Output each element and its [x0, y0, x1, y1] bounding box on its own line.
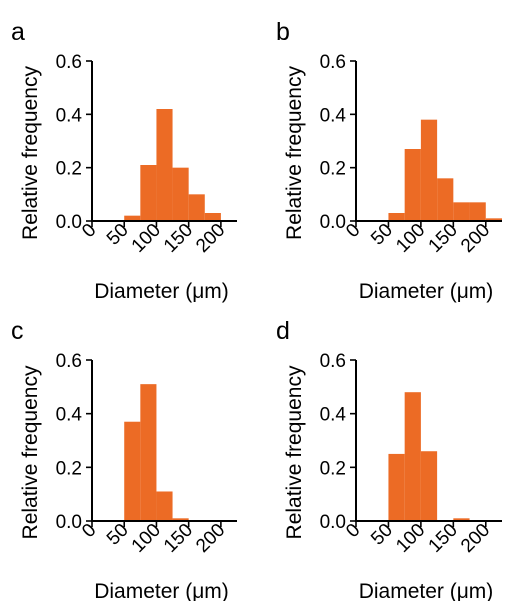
- y-axis-title: Relative frequency: [283, 365, 306, 539]
- x-tick-label: 0: [342, 520, 364, 542]
- y-tick-label: 0.6: [56, 52, 82, 73]
- histogram-bar: [156, 491, 173, 521]
- x-tick-label: 200: [457, 220, 494, 257]
- y-tick-label: 0.2: [320, 458, 346, 479]
- x-tick-label: 100: [128, 220, 165, 257]
- histogram-bar: [140, 165, 157, 221]
- y-axis-title: Relative frequency: [19, 365, 42, 539]
- x-tick-label: 150: [160, 220, 197, 257]
- histogram-bar: [404, 392, 421, 521]
- panel-label: a: [11, 18, 25, 46]
- histogram-bar: [420, 451, 438, 521]
- x-tick-label: 50: [103, 520, 133, 550]
- histogram-bar: [404, 149, 421, 221]
- histogram-bar: [204, 213, 221, 221]
- histogram-bar: [124, 421, 141, 521]
- y-tick-label: 0.2: [56, 159, 82, 180]
- histogram-bar: [453, 202, 470, 221]
- histogram-bar: [485, 218, 502, 221]
- y-tick-label: 0.2: [320, 159, 346, 180]
- x-tick-label: 200: [457, 520, 494, 557]
- panel-label: c: [11, 317, 24, 345]
- x-tick-label: 50: [367, 220, 397, 250]
- x-tick-label: 100: [392, 220, 429, 257]
- y-tick-label: 0.0: [320, 212, 346, 233]
- x-tick-label: 50: [103, 220, 133, 250]
- y-tick-label: 0.2: [56, 458, 82, 479]
- panel-label: d: [276, 317, 290, 345]
- histogram-bar: [453, 518, 470, 521]
- y-tick-label: 0.4: [320, 405, 347, 426]
- x-tick-label: 0: [78, 520, 100, 542]
- panel-label: b: [276, 18, 290, 46]
- histogram-bar: [388, 453, 405, 521]
- x-tick-label: 0: [78, 220, 100, 242]
- y-tick-label: 0.6: [56, 351, 82, 372]
- x-tick-label: 200: [192, 520, 229, 557]
- histogram-bar: [140, 384, 157, 521]
- x-axis-title: Diameter (μm): [94, 580, 229, 601]
- histogram-bar: [469, 202, 486, 221]
- x-axis-title: Diameter (μm): [94, 280, 229, 303]
- x-tick-label: 100: [392, 520, 429, 557]
- x-tick-label: 150: [160, 520, 197, 557]
- histogram-bar: [172, 518, 189, 521]
- histogram-bar: [188, 194, 205, 221]
- x-tick-label: 100: [128, 520, 165, 557]
- y-tick-label: 0.4: [56, 405, 83, 426]
- y-tick-label: 0.6: [320, 351, 346, 372]
- y-tick-label: 0.4: [56, 105, 83, 126]
- histogram-bar: [172, 167, 189, 221]
- histogram-bar: [124, 215, 141, 221]
- histogram-bar: [388, 213, 405, 221]
- x-axis-title: Diameter (μm): [359, 280, 494, 303]
- x-axis-title: Diameter (μm): [359, 580, 494, 601]
- y-tick-label: 0.0: [56, 212, 82, 233]
- y-tick-label: 0.0: [320, 512, 346, 533]
- y-tick-label: 0.6: [320, 52, 346, 73]
- y-axis-title: Relative frequency: [19, 66, 42, 240]
- x-tick-label: 150: [425, 520, 462, 557]
- histogram-bar: [156, 109, 173, 221]
- x-tick-label: 200: [192, 220, 229, 257]
- x-tick-label: 150: [425, 220, 462, 257]
- y-tick-label: 0.0: [56, 512, 82, 533]
- histogram-bar: [437, 178, 454, 221]
- x-tick-label: 0: [342, 220, 364, 242]
- histogram-bar: [420, 119, 438, 221]
- y-tick-label: 0.4: [320, 105, 347, 126]
- y-axis-title: Relative frequency: [283, 66, 306, 240]
- x-tick-label: 50: [367, 520, 397, 550]
